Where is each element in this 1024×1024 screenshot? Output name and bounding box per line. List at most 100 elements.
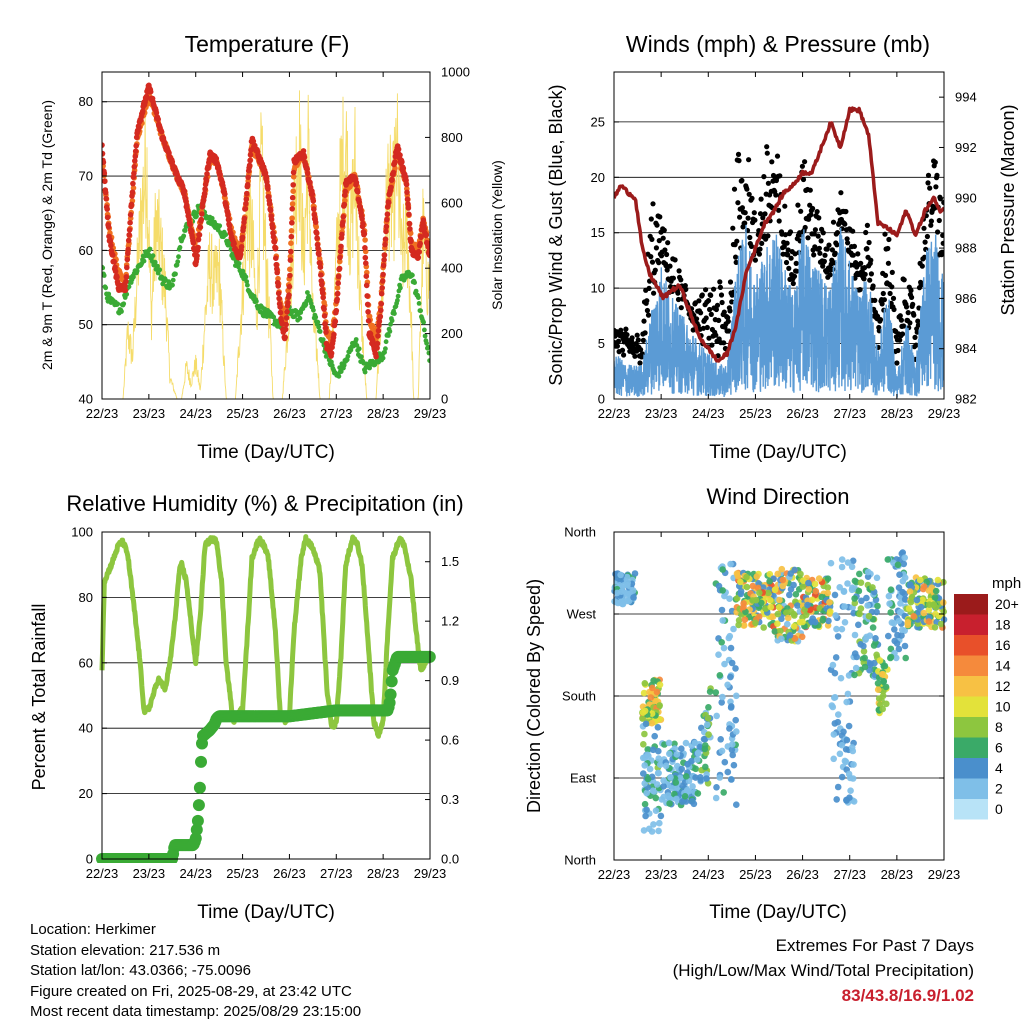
temp-2m-point [339, 231, 345, 238]
dewpoint-point [313, 314, 319, 320]
direction-point [835, 711, 842, 718]
gust-point [793, 260, 799, 266]
temperature-y2-ticks: 0 200 400 600 800 1000 [425, 65, 470, 407]
gust-point [776, 207, 782, 213]
temp-2m-point [335, 280, 342, 287]
temp-2m-point [205, 164, 212, 170]
direction-point [840, 728, 847, 736]
winds-y-label: Sonic/Prop Wind & Gust (Blue, Black) [546, 84, 566, 385]
temp-2m-point [363, 282, 370, 289]
gust-point [936, 217, 942, 224]
temp-2m-point [290, 169, 297, 176]
dewpoint-point [387, 329, 393, 334]
direction-point [925, 587, 933, 594]
direction-point [802, 611, 810, 619]
colorbar-label: 8 [995, 719, 1003, 735]
direction-panel: Wind Direction 22/23 23/23 24/23 25/23 26/23… [524, 484, 1021, 923]
gust-point [676, 268, 682, 274]
direction-point [836, 584, 843, 591]
gust-point [700, 325, 707, 331]
direction-point [886, 600, 893, 607]
temp-2m-point [383, 223, 390, 230]
temp-2m-point [376, 318, 383, 325]
temp-2m-point [126, 227, 133, 233]
temp-2m-point [364, 301, 371, 308]
direction-point [726, 632, 734, 640]
direction-point [825, 617, 832, 625]
gust-point [915, 322, 922, 328]
direction-point [732, 716, 739, 724]
dewpoint-point [395, 293, 401, 299]
temp-9m-point [289, 215, 295, 221]
direction-point [719, 693, 726, 701]
gust-point [862, 271, 868, 277]
direction-point [879, 705, 886, 713]
gust-point [721, 340, 727, 346]
winds-x-label: Time (Day/UTC) [709, 442, 847, 463]
temp-2m-point [418, 234, 424, 241]
colorbar-label: 6 [995, 740, 1003, 756]
temp-2m-point [340, 219, 346, 226]
direction-point [831, 720, 839, 727]
gust-point [660, 235, 666, 241]
temp-2m-point [397, 152, 403, 158]
direction-point [653, 688, 661, 696]
direction-point [724, 681, 731, 689]
colorbar-swatch [954, 696, 988, 717]
gust-point [708, 292, 714, 298]
direction-point [683, 787, 691, 795]
gust-point [795, 202, 801, 208]
y-tick-label: 40 [79, 392, 93, 407]
temp-2m-point [318, 272, 324, 278]
direction-point [728, 659, 736, 667]
direction-point [676, 774, 684, 782]
gust-point [889, 284, 895, 290]
gust-point [872, 297, 878, 303]
gust-point [844, 236, 850, 242]
direction-point [620, 582, 628, 589]
temp-9m-point [288, 240, 294, 246]
x-tick-label: 26/23 [273, 406, 306, 421]
winds-series [614, 106, 944, 398]
temp-2m-point [269, 224, 276, 231]
direction-point [733, 595, 741, 602]
direction-point [727, 673, 734, 681]
direction-point [660, 777, 667, 784]
gust-point [800, 176, 807, 183]
gust-point [742, 210, 748, 216]
gust-point [714, 302, 721, 308]
gust-point [672, 257, 678, 263]
gust-point [790, 280, 796, 287]
temp-2m-point [243, 200, 249, 207]
direction-point [682, 773, 690, 780]
temp-2m-point [225, 212, 231, 219]
direction-point [718, 699, 725, 706]
y2-tick-label: 992 [955, 140, 977, 155]
direction-point [703, 721, 711, 728]
x-tick-label: 28/23 [881, 406, 914, 421]
dewpoint-point [240, 268, 246, 274]
temp-2m-point [111, 259, 117, 265]
temp-2m-point [271, 239, 278, 245]
gust-point [787, 229, 794, 235]
direction-point [818, 593, 826, 601]
extremes-box: Extremes For Past 7 Days (High/Low/Max W… [673, 933, 974, 1008]
gust-point [745, 215, 751, 221]
temp-2m-point [301, 154, 308, 161]
direction-point [841, 619, 849, 626]
gust-point [903, 304, 910, 310]
direction-point [657, 812, 665, 820]
gust-point [915, 318, 921, 324]
direction-point [826, 608, 834, 615]
direction-point [834, 633, 842, 640]
direction-point [895, 645, 903, 653]
temp-2m-point [416, 249, 423, 255]
temp-2m-point [311, 211, 318, 218]
direction-point [774, 570, 781, 578]
temp-2m-point [268, 216, 275, 223]
direction-point [845, 722, 853, 730]
direction-point [756, 589, 763, 597]
temp-2m-point [341, 201, 348, 208]
direction-point [700, 735, 708, 743]
